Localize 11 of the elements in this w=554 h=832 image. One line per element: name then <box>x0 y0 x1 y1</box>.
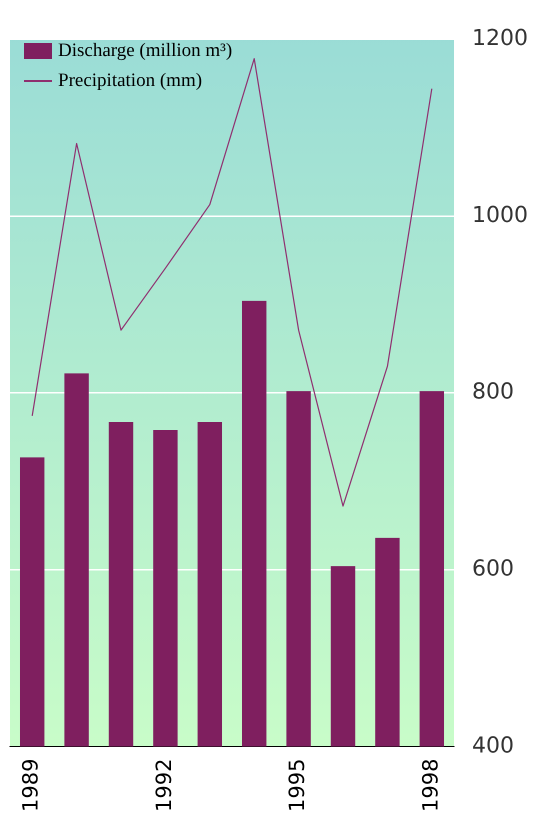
legend-label: Discharge (million m³) <box>58 39 232 63</box>
legend-label: Precipitation (mm) <box>58 69 202 93</box>
x-tick-label: 1998 <box>418 758 442 812</box>
x-tick-label: 1992 <box>152 758 176 812</box>
y-tick-label: 600 <box>472 556 514 582</box>
y-tick-label: 1000 <box>472 202 528 228</box>
y-tick-label: 1200 <box>472 26 528 51</box>
x-tick-label: 1995 <box>285 758 310 812</box>
y-tick-label: 400 <box>472 733 514 758</box>
x-tick-label: 1989 <box>18 758 43 812</box>
y-tick-label: 800 <box>472 380 514 405</box>
